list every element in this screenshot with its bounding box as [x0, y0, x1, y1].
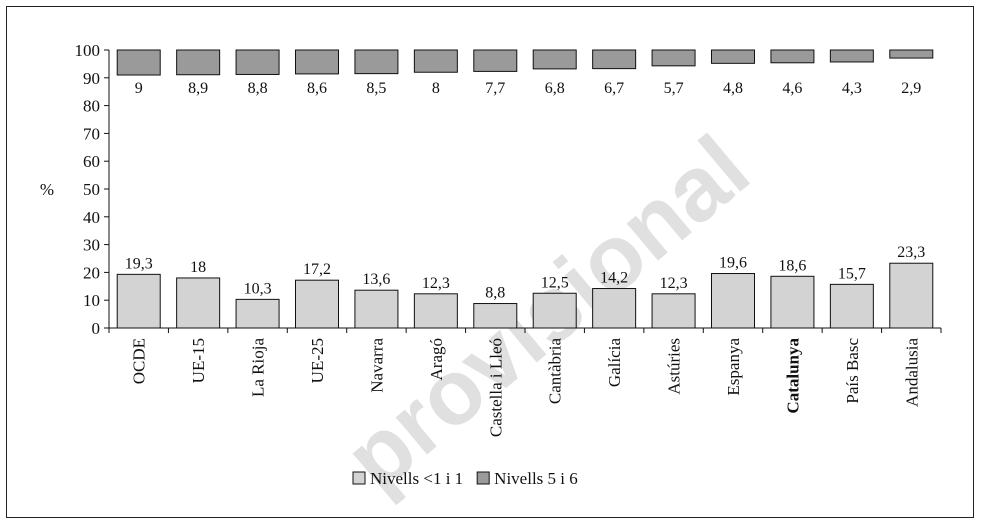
data-label-nivells-baixos: 14,2: [600, 270, 628, 287]
x-category-label: País Basc: [843, 338, 862, 404]
data-label-nivells-baixos: 10,3: [244, 280, 272, 297]
legend-swatch: [476, 471, 490, 485]
bar-nivells-alts: [829, 49, 874, 63]
x-category-label: Galícia: [605, 338, 624, 388]
data-label-nivells-alts: 4,8: [723, 80, 743, 97]
data-label-nivells-baixos: 19,6: [719, 255, 747, 272]
legend-swatch: [352, 471, 366, 485]
y-tick-label: 70: [83, 124, 100, 143]
data-label-nivells-baixos: 23,3: [897, 244, 925, 261]
x-category-label: UE-25: [308, 338, 327, 383]
bar-nivells-baixos: [889, 262, 934, 329]
bar-nivells-baixos: [651, 293, 696, 329]
x-category-label: Espanya: [724, 338, 743, 396]
x-category-label: Cantàbria: [546, 338, 565, 405]
bar-nivells-baixos: [235, 298, 280, 329]
x-category-label: OCDE: [130, 338, 149, 384]
data-label-nivells-baixos: 18: [190, 259, 206, 276]
data-label-nivells-alts: 6,8: [545, 80, 565, 97]
bar-nivells-alts: [413, 49, 458, 73]
bar-nivells-baixos: [413, 293, 458, 329]
bar-nivells-baixos: [116, 273, 161, 329]
y-tick-label: 40: [83, 208, 100, 227]
bar-nivells-baixos: [711, 273, 755, 329]
bar-nivells-alts: [354, 49, 399, 75]
data-label-nivells-alts: 4,6: [782, 80, 802, 97]
bar-nivells-alts: [770, 49, 815, 64]
data-label-nivells-alts: 8,9: [188, 80, 208, 97]
bar-nivells-alts: [889, 49, 934, 59]
data-label-nivells-alts: 8,5: [366, 80, 386, 97]
data-label-nivells-alts: 8,8: [248, 80, 268, 97]
data-label-nivells-baixos: 19,3: [125, 255, 153, 272]
data-label-nivells-baixos: 8,8: [485, 285, 505, 302]
bar-nivells-baixos: [592, 288, 637, 329]
bar-nivells-baixos: [176, 277, 221, 329]
y-tick-label: 50: [83, 180, 100, 199]
data-label-nivells-baixos: 18,6: [778, 257, 806, 274]
bar-nivells-baixos: [295, 279, 339, 329]
data-label-nivells-alts: 9: [135, 80, 143, 97]
data-label-nivells-alts: 8,6: [307, 80, 327, 97]
bar-nivells-alts: [473, 49, 518, 72]
x-category-label: UE-15: [189, 338, 208, 383]
x-category-label: Andalusia: [902, 338, 921, 407]
bar-nivells-baixos: [532, 292, 577, 329]
y-tick-label: 80: [83, 97, 100, 116]
x-category-label: Aragó: [427, 338, 446, 380]
bar-nivells-alts: [116, 49, 161, 76]
data-label-nivells-baixos: 12,3: [422, 275, 450, 292]
data-label-nivells-baixos: 12,5: [541, 274, 569, 291]
y-tick-label: 20: [83, 263, 100, 282]
data-label-nivells-baixos: 12,3: [660, 275, 688, 292]
bar-nivells-alts: [592, 49, 637, 70]
bar-nivells-baixos: [354, 289, 399, 329]
bar-nivells-baixos: [829, 283, 874, 329]
data-label-nivells-alts: 7,7: [485, 80, 505, 97]
data-label-nivells-alts: 6,7: [604, 80, 624, 97]
data-label-nivells-alts: 8: [432, 80, 440, 97]
bar-nivells-alts: [532, 49, 577, 70]
bar-nivells-baixos: [770, 275, 815, 329]
x-category-label: La Rioja: [249, 338, 268, 397]
bar-nivells-baixos: [473, 303, 518, 329]
bar-nivells-alts: [651, 49, 696, 67]
bar-nivells-alts: [176, 49, 221, 76]
y-tick-label: 90: [83, 69, 100, 88]
y-tick-label: 30: [83, 236, 100, 255]
bar-nivells-alts: [711, 49, 755, 64]
x-category-label: Catalunya: [783, 338, 802, 414]
legend-label: Nivells <1 i 1: [370, 469, 463, 488]
bar-nivells-alts: [295, 49, 339, 75]
data-label-nivells-alts: 4,3: [842, 80, 862, 97]
x-category-label: Castella i Lleó: [486, 338, 505, 437]
y-tick-label: 10: [83, 291, 100, 310]
x-category-label: Astúries: [665, 338, 684, 395]
x-category-label: Navarra: [367, 338, 386, 393]
y-tick-label: 60: [83, 152, 100, 171]
legend-label: Nivells 5 i 6: [494, 469, 578, 488]
y-tick-label: 0: [92, 319, 101, 338]
chart-frame: provisional 0 10 20 30 40 50 60 70 80 90 100% 19,3…: [6, 6, 974, 518]
data-label-nivells-alts: 5,7: [664, 80, 684, 97]
y-axis-label: %: [40, 180, 54, 199]
data-label-nivells-baixos: 17,2: [303, 261, 331, 278]
y-tick-label: 100: [75, 41, 101, 60]
data-label-nivells-baixos: 13,6: [362, 271, 390, 288]
bar-nivells-alts: [235, 49, 280, 75]
data-label-nivells-alts: 2,9: [901, 80, 921, 97]
data-label-nivells-baixos: 15,7: [838, 265, 866, 282]
